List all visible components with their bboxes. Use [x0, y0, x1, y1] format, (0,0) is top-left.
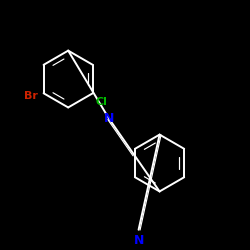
- Text: Br: Br: [24, 91, 38, 101]
- Text: Cl: Cl: [95, 97, 107, 107]
- Text: N: N: [134, 234, 144, 247]
- Text: N: N: [104, 112, 114, 125]
